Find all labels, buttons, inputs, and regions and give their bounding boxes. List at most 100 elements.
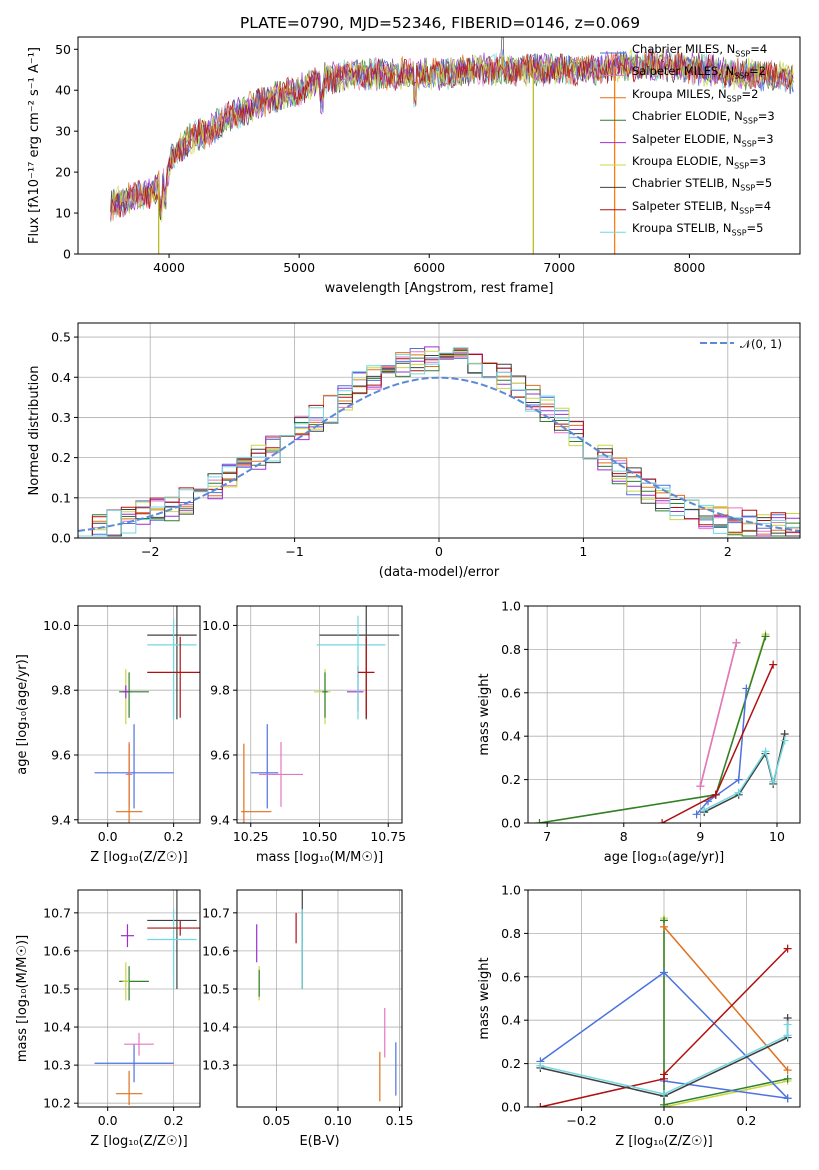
- chart-title: PLATE=0790, MJD=52346, FIBERID=0146, z=0…: [240, 14, 640, 32]
- y-tick-label: 9.6: [210, 747, 230, 762]
- legend-label: Chabrier ELODIE, NSSP=3: [632, 109, 775, 126]
- legend-text: Salpeter ELODIE, NSSP=3: [632, 131, 774, 148]
- x-axis-label: Z [log₁₀(Z/Z☉)]: [90, 850, 187, 865]
- plot-area-6: [256, 890, 397, 1102]
- axes-frame: [77, 605, 201, 824]
- x-tick-label: 2: [724, 544, 732, 559]
- y-axis-label: mass [log₁₀(M/M☉)]: [15, 935, 30, 1062]
- y-tick-label: 0.2: [51, 450, 71, 465]
- weight-line: [703, 733, 786, 813]
- y-tick-label: 10.3: [202, 1058, 230, 1073]
- y-tick-label: 9.8: [51, 683, 71, 698]
- x-tick-label: 10.75: [370, 829, 406, 844]
- axes-frame: [77, 322, 801, 539]
- y-tick-label: 10.3: [43, 1058, 71, 1073]
- y-tick-label: 10.6: [202, 943, 230, 958]
- legend-text: Kroupa STELIB, NSSP=5: [632, 221, 764, 238]
- x-axis-label: Z [log₁₀(Z/Z☉)]: [90, 1134, 187, 1149]
- y-tick-label: 0.0: [501, 816, 521, 831]
- x-tick-label: 10: [769, 829, 785, 844]
- weight-marker: [783, 1074, 792, 1083]
- x-tick-label: −0.2: [566, 1113, 596, 1128]
- y-axis-label: age [log₁₀(age/yr)]: [15, 654, 30, 775]
- weight-marker: [783, 944, 792, 953]
- legend-label: Chabrier MILES, NSSP=4: [632, 42, 767, 58]
- weight-marker: [761, 747, 770, 756]
- weight-marker: [700, 805, 709, 814]
- y-tick-label: 0.4: [501, 1013, 521, 1028]
- x-axis-label: wavelength [Angstrom, rest frame]: [325, 281, 554, 296]
- y-axis-label: Normed distribution: [27, 366, 42, 496]
- plot-0: [74, 48, 690, 258]
- weight-marker: [783, 1031, 792, 1040]
- legend-text: Kroupa ELODIE, NSSP=3: [632, 154, 767, 171]
- y-tick-label: 0.4: [51, 370, 71, 385]
- y-axis-label: mass weight: [477, 957, 492, 1039]
- legend-label: Kroupa ELODIE, NSSP=3: [632, 154, 767, 171]
- axes-frame: [77, 889, 201, 1108]
- x-tick-label: 0.0: [654, 1113, 674, 1128]
- x-axis-label: E(B-V): [299, 1134, 339, 1149]
- y-tick-label: 10.5: [202, 981, 230, 996]
- legend-text: Kroupa MILES, NSSP=2: [632, 86, 759, 104]
- x-tick-label: −1: [285, 544, 303, 559]
- x-tick-label: 0.2: [164, 1113, 184, 1128]
- plot-4: [524, 605, 800, 827]
- weight-marker: [783, 1020, 792, 1029]
- x-tick-label: 0.15: [386, 1113, 414, 1128]
- weight-marker: [780, 736, 789, 745]
- x-tick-label: 8000: [674, 260, 706, 275]
- y-tick-label: 10.4: [43, 1020, 71, 1035]
- x-tick-label: 8: [620, 829, 628, 844]
- axes-frame: [236, 889, 403, 1108]
- y-tick-label: 0.2: [501, 772, 521, 787]
- weight-line: [540, 1024, 789, 1095]
- histogram-step: [78, 347, 800, 537]
- legend-label: Kroupa MILES, NSSP=2: [632, 86, 759, 104]
- y-tick-label: 0.3: [51, 410, 71, 425]
- weight-marker: [742, 684, 751, 693]
- x-tick-label: 9: [696, 829, 704, 844]
- weight-marker: [734, 788, 743, 797]
- y-tick-label: 10.2: [43, 1096, 71, 1111]
- x-tick-label: 0.2: [736, 1113, 756, 1128]
- spectrum-line: [110, 48, 794, 218]
- plot-5: [74, 890, 200, 1111]
- x-tick-label: 4000: [153, 260, 185, 275]
- plot-area-7: [536, 914, 792, 1107]
- legend-text: Salpeter STELIB, NSSP=4: [632, 198, 772, 216]
- weight-marker: [660, 922, 668, 931]
- legend-text: Chabrier STELIB, NSSP=5: [632, 176, 773, 193]
- y-tick-label: 9.4: [51, 812, 71, 827]
- weight-marker: [732, 638, 741, 647]
- y-tick-label: 20: [55, 165, 71, 180]
- axes-frame: [527, 889, 801, 1108]
- weight-line: [699, 642, 738, 787]
- weight-line: [661, 664, 774, 823]
- y-tick-label: 50: [55, 42, 71, 57]
- plot-6: [233, 890, 402, 1111]
- axes-frame: [527, 605, 801, 824]
- y-tick-label: 30: [55, 124, 71, 139]
- y-tick-label: 10.6: [43, 943, 71, 958]
- x-tick-label: 5000: [283, 260, 315, 275]
- y-tick-label: 0.8: [501, 926, 521, 941]
- plot-area-3: [241, 606, 400, 823]
- legend-text: Chabrier ELODIE, NSSP=3: [632, 109, 775, 126]
- x-tick-label: 7: [543, 829, 551, 844]
- x-tick-label: 6000: [413, 260, 445, 275]
- y-tick-label: 0.6: [501, 969, 521, 984]
- x-tick-label: −2: [141, 544, 159, 559]
- weight-line: [663, 1080, 788, 1100]
- plot-area-4: [535, 630, 789, 823]
- y-tick-label: 1.0: [501, 599, 521, 614]
- weight-marker: [660, 1070, 668, 1079]
- legend-label: Salpeter ELODIE, NSSP=3: [632, 131, 774, 148]
- weight-marker: [783, 1066, 792, 1075]
- plot-3: [233, 606, 402, 827]
- x-tick-label: 0: [435, 544, 443, 559]
- legend-label: Salpeter STELIB, NSSP=4: [632, 198, 772, 216]
- weight-line: [663, 926, 789, 1071]
- plot-1: [74, 323, 800, 542]
